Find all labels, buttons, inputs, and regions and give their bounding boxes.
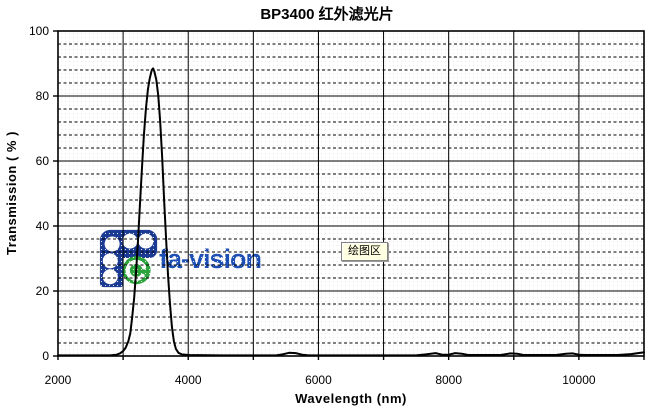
plot-area-tooltip: 绘图区 bbox=[341, 242, 388, 261]
svg-text:2000: 2000 bbox=[45, 373, 72, 387]
svg-text:8000: 8000 bbox=[435, 373, 462, 387]
y-axis-title: Transmission ( % ) bbox=[4, 131, 19, 255]
svg-text:4000: 4000 bbox=[175, 373, 202, 387]
svg-text:6000: 6000 bbox=[305, 373, 332, 387]
x-tick-labels: 2000 4000 6000 8000 10000 bbox=[45, 373, 596, 387]
transmission-curve bbox=[57, 67, 645, 357]
svg-text:100: 100 bbox=[29, 24, 49, 38]
svg-text:20: 20 bbox=[36, 284, 50, 298]
svg-text:80: 80 bbox=[36, 89, 50, 103]
x-axis-title: Wavelength (nm) bbox=[295, 391, 407, 406]
plot-area[interactable] bbox=[58, 31, 644, 356]
svg-text:40: 40 bbox=[36, 219, 50, 233]
svg-text:60: 60 bbox=[36, 154, 50, 168]
axis-ticks bbox=[53, 30, 645, 360]
svg-text:10000: 10000 bbox=[562, 373, 596, 387]
minor-gridlines bbox=[58, 43, 644, 344]
svg-text:0: 0 bbox=[42, 349, 49, 363]
vertical-gridlines bbox=[57, 31, 645, 356]
y-tick-labels: 0 20 40 60 80 100 bbox=[29, 24, 49, 363]
chart-title: BP3400 红外滤光片 bbox=[260, 6, 394, 23]
